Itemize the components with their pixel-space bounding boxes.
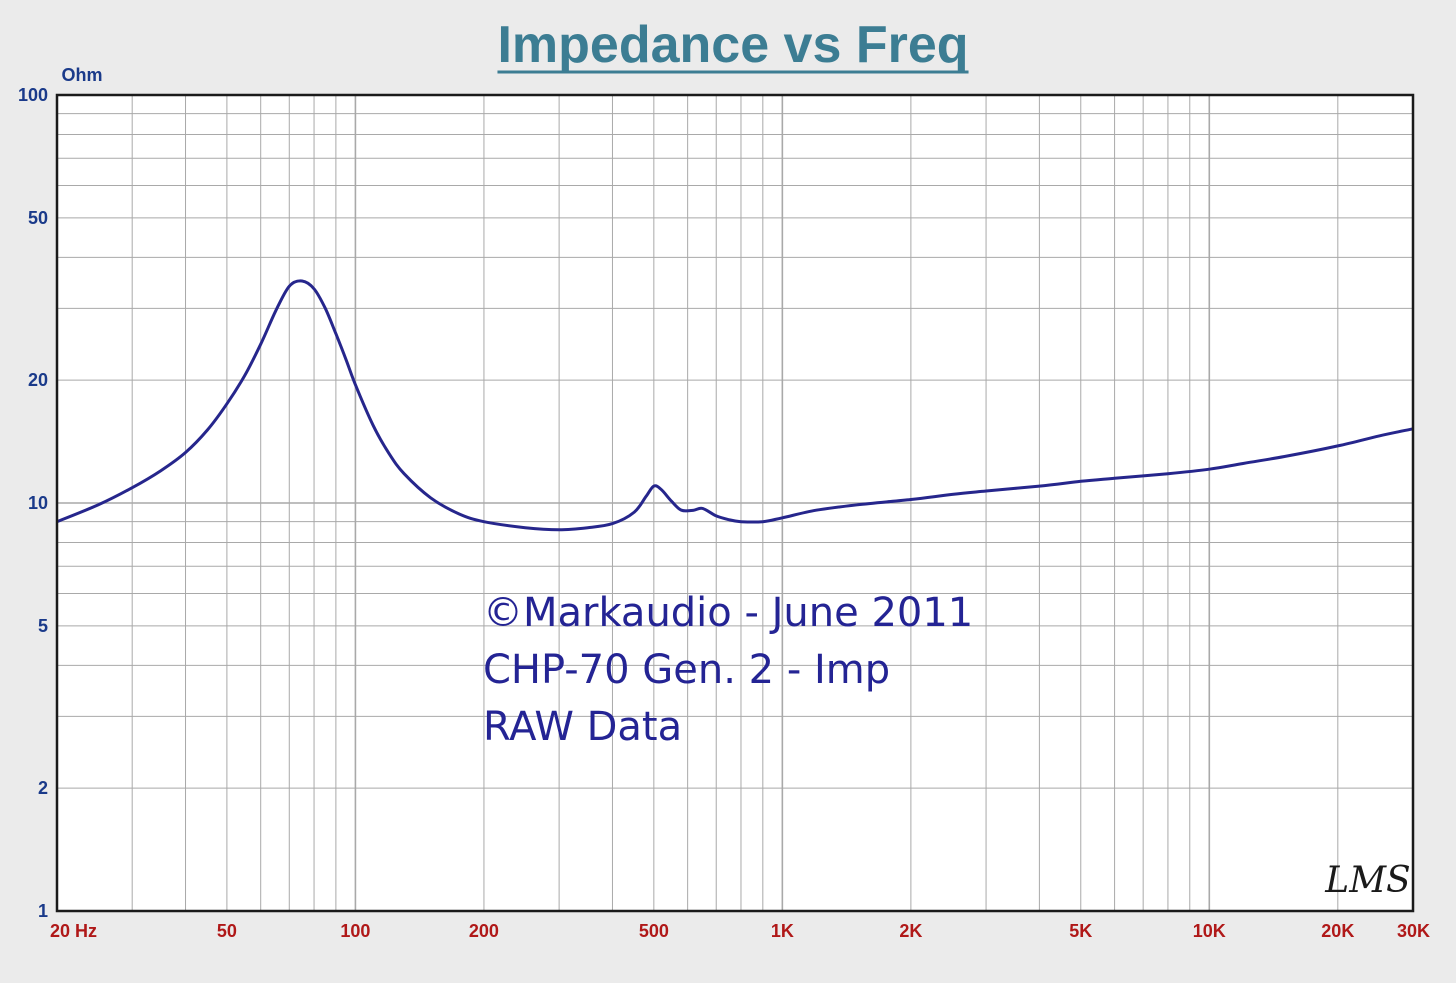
x-tick-label: 10K xyxy=(1193,921,1226,941)
y-tick-label: 1 xyxy=(38,901,48,921)
x-tick-label: 20K xyxy=(1321,921,1354,941)
annotation-block: ©Markaudio - June 2011 CHP-70 Gen. 2 - I… xyxy=(483,590,973,750)
lms-logo: LMS xyxy=(1324,860,1410,901)
x-tick-label: 500 xyxy=(639,921,669,941)
y-tick-label: 2 xyxy=(38,778,48,798)
y-tick-label: 100 xyxy=(18,85,48,105)
plot-frame xyxy=(55,93,1415,913)
grid-lines xyxy=(56,95,1414,912)
y-tick-label: 5 xyxy=(38,616,48,636)
x-tick-label: 100 xyxy=(340,921,370,941)
annotation-raw-data: RAW Data xyxy=(483,704,682,750)
x-tick-labels: 20 Hz 50 100 200 500 1K 2K 5K 10K 20K 30K xyxy=(50,921,1430,941)
chart-title: Impedance vs Freq xyxy=(497,16,968,74)
x-tick-label: 1K xyxy=(771,921,794,941)
x-tick-label: 30K xyxy=(1397,921,1430,941)
x-tick-label: 20 Hz xyxy=(50,921,97,941)
y-axis-unit-label: Ohm xyxy=(61,65,102,85)
x-tick-label: 50 xyxy=(217,921,237,941)
y-tick-label: 10 xyxy=(28,493,48,513)
x-tick-label: 2K xyxy=(899,921,922,941)
impedance-curve xyxy=(56,279,1414,532)
y-tick-label: 50 xyxy=(28,208,48,228)
y-tick-labels: 100 50 20 10 5 2 1 xyxy=(18,85,48,921)
x-tick-label: 200 xyxy=(469,921,499,941)
y-tick-label: 20 xyxy=(28,370,48,390)
annotation-copyright: ©Markaudio - June 2011 xyxy=(483,590,973,636)
x-tick-label: 5K xyxy=(1069,921,1092,941)
annotation-model: CHP-70 Gen. 2 - Imp xyxy=(483,647,890,693)
